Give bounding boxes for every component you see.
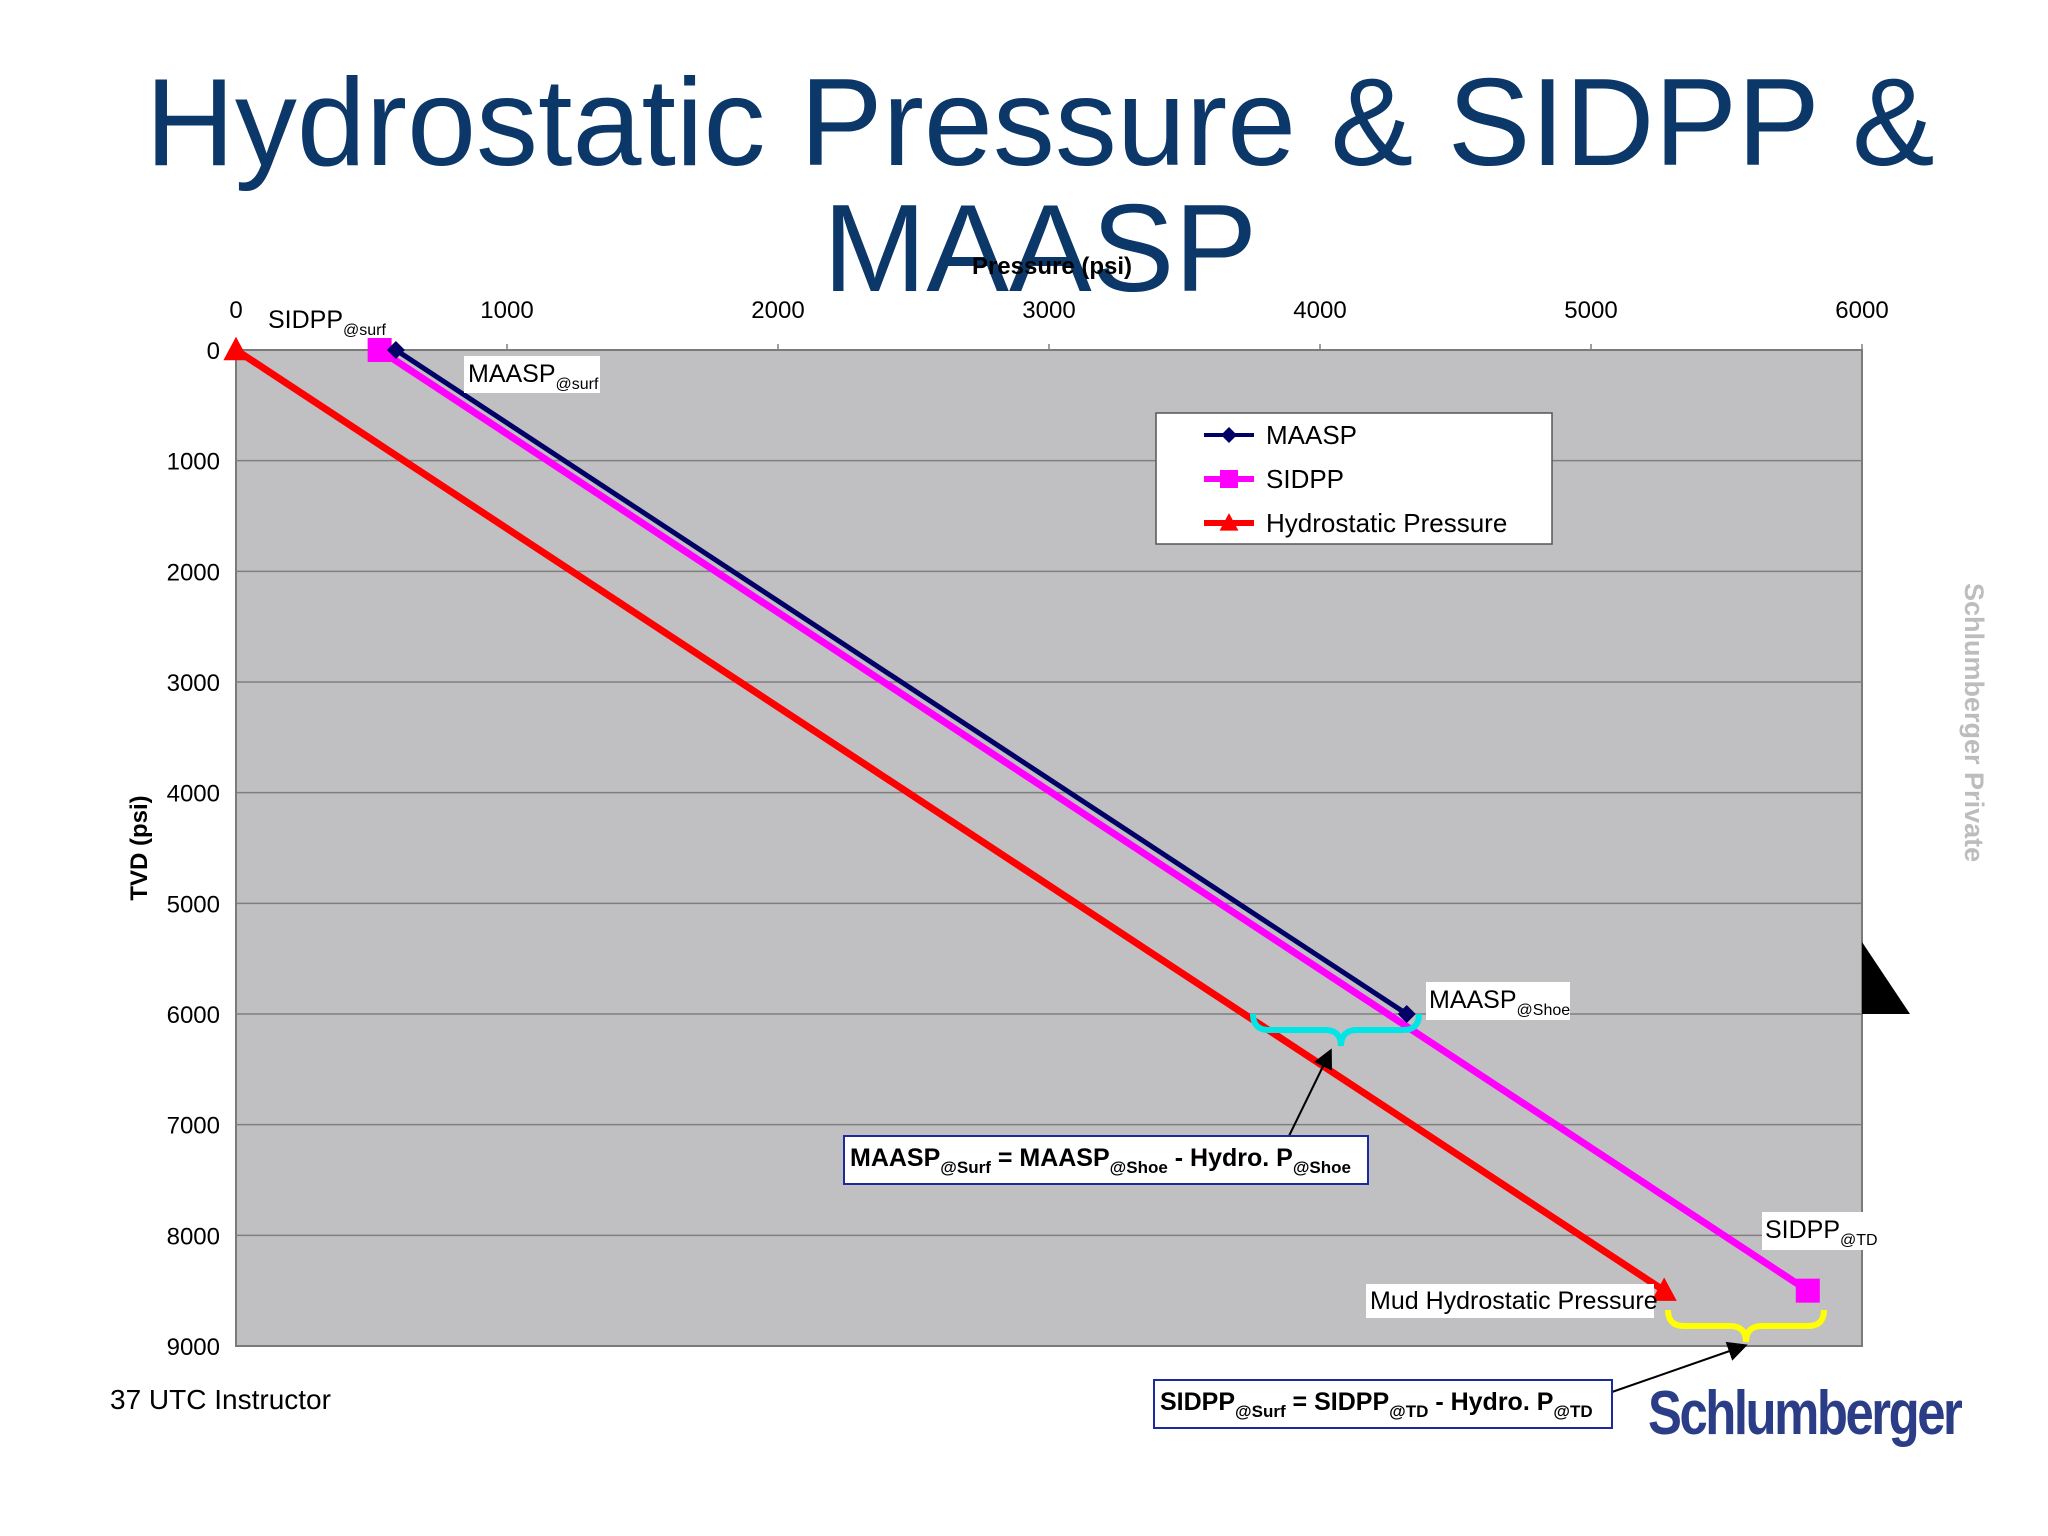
- x-tick-label-4000: 4000: [1293, 297, 1346, 324]
- brace-shoe: [1250, 1013, 1422, 1047]
- label-maasp-surf: MAASP@surf: [468, 360, 599, 393]
- formula-box-maasp: [843, 1135, 1369, 1185]
- formula-maasp: MAASP@Surf = MAASP@Shoe - Hydro. P@Shoe: [850, 1144, 1351, 1177]
- x-tick-label-2000: 2000: [751, 297, 804, 324]
- label-bg-sidpp-td: [1762, 1212, 1878, 1250]
- x-axis-title: Pressure (psi): [972, 253, 1132, 280]
- y-axis-title: TVD (psi): [126, 795, 153, 900]
- label-bg-maasp-surf: [464, 356, 600, 393]
- y-tick-label-8000: 8000: [167, 1223, 220, 1250]
- y-tick-label-1000: 1000: [167, 449, 220, 476]
- slide-title: Hydrostatic Pressure & SIDPP & MAASP: [145, 54, 1935, 318]
- point-maasp-1: [1397, 1005, 1416, 1023]
- series-line-maasp: [394, 347, 1409, 1017]
- y-tick-label-6000: 6000: [167, 1002, 220, 1029]
- point-maasp-0: [386, 341, 405, 359]
- arrow-to-shoe-brace: [1287, 1048, 1332, 1139]
- point-sidpp-1: [1795, 1278, 1820, 1303]
- formula-box-sidpp: [1153, 1379, 1613, 1429]
- y-tick-label-3000: 3000: [167, 670, 220, 697]
- legend-label-maasp: MAASP: [1266, 420, 1357, 450]
- point-hydrostatic-pressure-0: [223, 336, 249, 361]
- x-tick-label-5000: 5000: [1564, 297, 1617, 324]
- x-tick-label-1000: 1000: [480, 297, 533, 324]
- series-line-sidpp: [377, 347, 1810, 1294]
- series-layer: [223, 336, 1820, 1303]
- x-tick-label-6000: 6000: [1835, 297, 1888, 324]
- label-sidpp-td: SIDPP@TD: [1765, 1216, 1878, 1249]
- y-tick-label-4000: 4000: [167, 781, 220, 808]
- y-axis-ticks: 0 1000 2000 3000 4000 5000 6000 7000 8000 9000: [167, 338, 220, 1361]
- legend-label-hydrostatic-pressure: Hydrostatic Pressure: [1266, 508, 1507, 538]
- legend-marker-sidpp: [1220, 470, 1238, 488]
- arrow-to-td-brace: [1611, 1341, 1748, 1393]
- label-bg-maasp-shoe: [1426, 982, 1570, 1020]
- y-tick-label-2000: 2000: [167, 559, 220, 586]
- gridlines: [236, 459, 1862, 1237]
- y-tick-label-7000: 7000: [167, 1113, 220, 1140]
- formula-sidpp: SIDPP@Surf = SIDPP@TD - Hydro. P@TD: [1160, 1388, 1593, 1421]
- label-mud-hydro: Mud Hydrostatic Pressure: [1370, 1287, 1658, 1315]
- legend-marker-maasp: [1221, 427, 1237, 443]
- y-tick-label-0: 0: [207, 338, 220, 365]
- x-tick-label-0: 0: [229, 297, 242, 324]
- legend: MAASP SIDPP Hydrostatic Pressure: [1155, 412, 1553, 545]
- plot-area: [235, 349, 1863, 1347]
- label-sidpp-surf: SIDPP@surf: [268, 306, 387, 339]
- schlumberger-logo: Schlumberger: [1648, 1379, 1963, 1448]
- legend-marker-hydrostatic-pressure: [1219, 513, 1239, 531]
- series-line-hydrostatic-pressure: [234, 347, 1667, 1294]
- y-tick-label-9000: 9000: [167, 1334, 220, 1361]
- x-axis-ticks: 0 1000 2000 3000 4000 5000 6000: [229, 297, 1889, 350]
- watermark-text: Schlumberger Private: [1959, 583, 1989, 863]
- x-tick-label-3000: 3000: [1022, 297, 1075, 324]
- y-tick-label-5000: 5000: [167, 891, 220, 918]
- corner-triangle-shape: [1862, 942, 1910, 1014]
- legend-label-sidpp: SIDPP: [1266, 464, 1344, 494]
- point-hydrostatic-pressure-1: [1651, 1277, 1677, 1301]
- label-bg-mud-hydro: [1366, 1284, 1654, 1318]
- label-maasp-shoe: MAASP@Shoe: [1429, 986, 1570, 1019]
- label-bg-sidpp-surf: [262, 302, 390, 338]
- slide-footer: 37 UTC Instructor: [110, 1384, 331, 1415]
